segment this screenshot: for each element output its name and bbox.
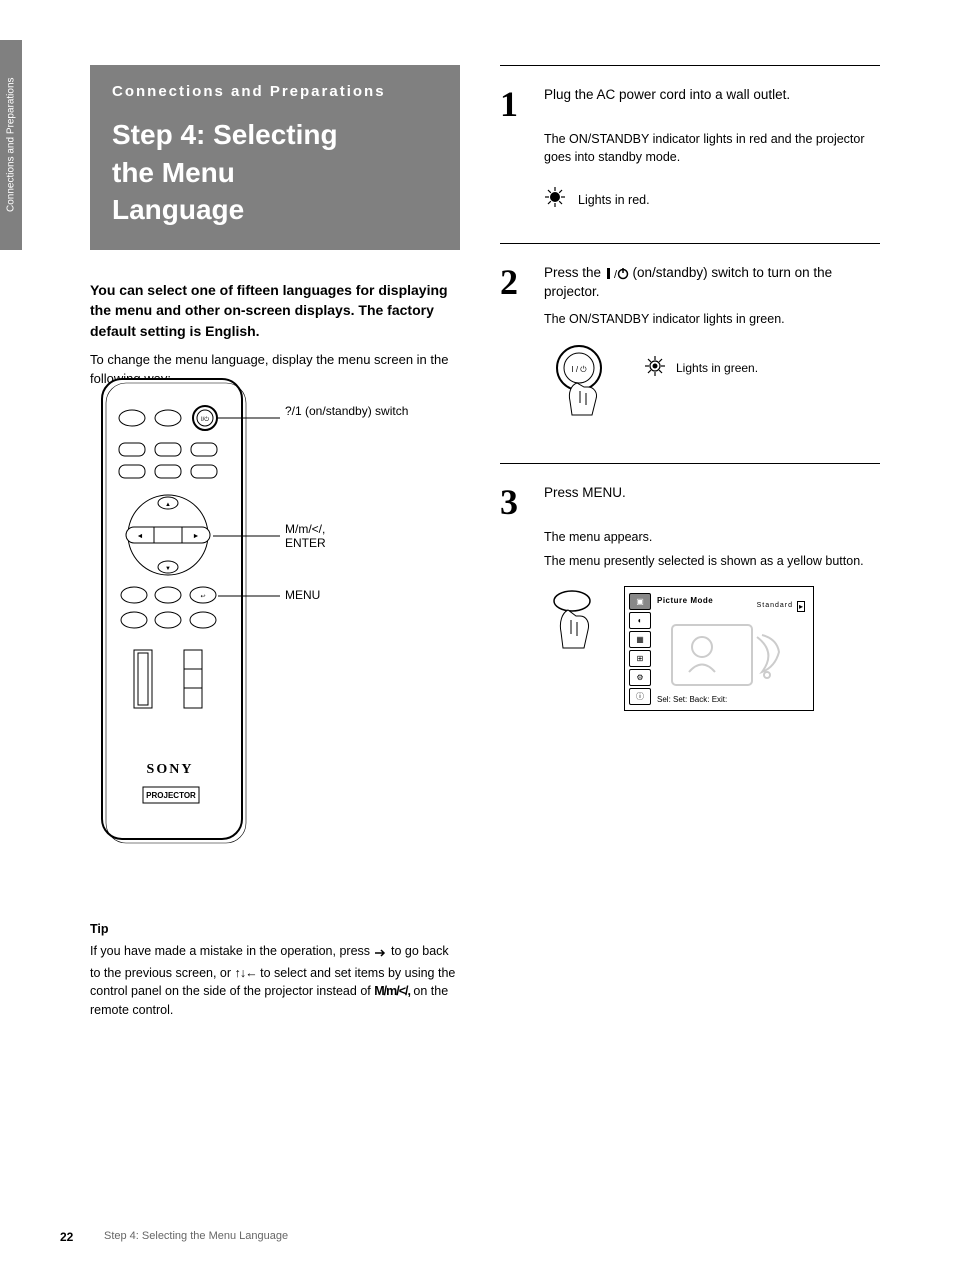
heading-line3: Language [112,193,438,227]
step-number: 2 [500,264,530,302]
svg-text:◄: ◄ [137,533,144,540]
svg-text:PROJECTOR: PROJECTOR [146,791,196,800]
step2-sub: The ON/STANDBY indicator lights in green… [544,310,880,328]
intro-block: You can select one of fifteen languages … [90,280,460,389]
menu-footer: Sel: Set: Back: Exit: [657,695,727,704]
side-tab: Connections and Preparations [0,40,22,250]
power-icon: / [605,265,633,280]
menu-icon-picture: ▣ [629,593,651,610]
step3-text: Press MENU. [544,484,880,520]
right-arrow-icon [374,945,388,964]
heading-line2: the Menu [112,156,438,190]
intro-bold: You can select one of fifteen languages … [90,280,460,341]
menu-watermark-icon [667,617,797,697]
svg-text:I / ⏻: I / ⏻ [571,365,587,374]
step-number: 3 [500,484,530,520]
step1-graphic: Lights in red. [544,186,880,213]
menu-arrow-icon: ▸ [797,601,805,612]
svg-text:►: ► [193,533,200,540]
heading-line1: Step 4: Selecting [112,118,438,152]
step1-indicator-text: Lights in red. [578,191,650,209]
svg-text:▼: ▼ [165,566,171,572]
step-1: 1 Plug the AC power cord into a wall out… [500,65,880,213]
tip-heading: Tip [90,920,460,939]
svg-text:▲: ▲ [165,502,171,508]
menu-icon: ⊞ [629,650,651,667]
on-indicator-icon [644,355,666,380]
steps-column: 1 Plug the AC power cord into a wall out… [500,65,880,766]
step1-text: Plug the AC power cord into a wall outle… [544,86,880,122]
step3-graphic: ▣ ◐ ▦ ⊞ ⚙ ⓘ Picture Mode Standard ▸ [544,586,880,736]
section-label: Connections and Preparations [112,83,438,100]
tip-block: Tip If you have made a mistake in the op… [90,920,460,1020]
menu-screen: ▣ ◐ ▦ ⊞ ⚙ ⓘ Picture Mode Standard ▸ [624,586,814,711]
page-footer: 22 Step 4: Selecting the Menu Language [60,1230,900,1244]
menu-icon: ▦ [629,631,651,648]
menu-sidebar: ▣ ◐ ▦ ⊞ ⚙ ⓘ [629,593,651,706]
step-2: 2 Press the / (on/standby) switch to tur… [500,243,880,433]
standby-indicator-icon [544,186,566,213]
step1-sub: The ON/STANDBY indicator lights in red a… [544,130,880,166]
tip-body: If you have made a mistake in the operat… [90,942,460,1020]
menu-value: Standard [757,602,793,609]
step2-text: Press the / (on/standby) switch to turn … [544,264,880,302]
page-label: Step 4: Selecting the Menu Language [104,1230,288,1244]
page-number: 22 [60,1230,90,1244]
menu-title: Picture Mode [657,596,713,605]
arrow-keys-icon: ↑ ↓ ← [235,966,257,980]
step2-graphic: I / ⏻ Lights in green. [544,343,880,433]
step2-indicator-text: Lights in green. [676,361,758,375]
remote-illustration: I/⏻ ▲ ▼ ◄ ► ↩ SONY PROJECTOR [98,375,253,855]
svg-text:/: / [614,269,618,280]
step-3: 3 Press MENU. The menu appears. The menu… [500,463,880,735]
remote-label-menu: MENU [285,588,320,602]
remote-label-arrows: M/m/</, ENTER [285,522,326,550]
step3-sub2: The menu presently selected is shown as … [544,552,880,570]
title-block: Connections and Preparations Step 4: Sel… [90,65,460,250]
remote-arrows-icon: M/m/</, [374,984,410,998]
step-number: 1 [500,86,530,122]
menu-icon: ◐ [629,612,651,629]
remote-label-power: ?/1 (on/standby) switch [285,404,455,418]
svg-text:↩: ↩ [200,594,205,600]
menu-icon: ⓘ [629,688,651,705]
svg-text:SONY: SONY [147,762,194,777]
menu-icon: ⚙ [629,669,651,686]
svg-text:I/⏻: I/⏻ [201,416,209,423]
step3-sub: The menu appears. [544,528,880,546]
